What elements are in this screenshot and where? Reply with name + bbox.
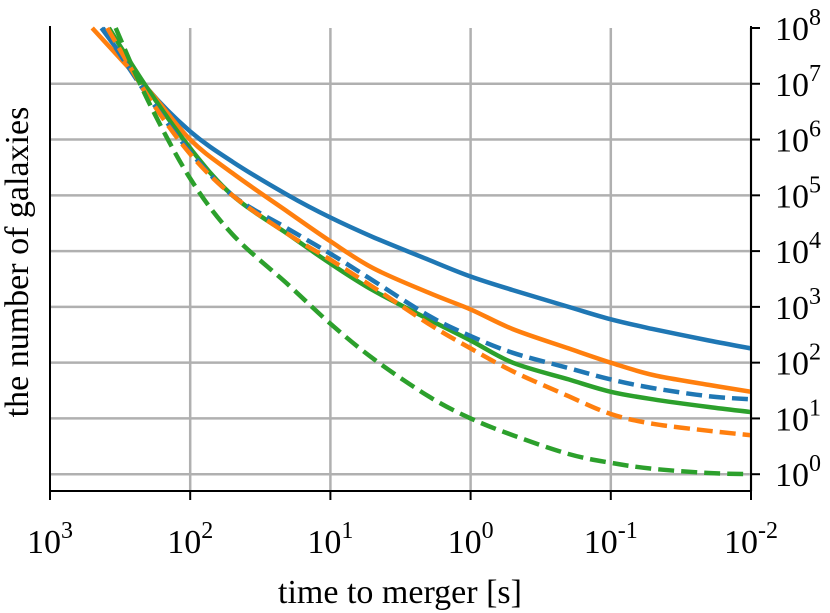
- x-tick-label: 102: [167, 518, 213, 561]
- y-tick-label: 106: [775, 117, 821, 160]
- x-tick-label: 101: [307, 518, 353, 561]
- tick-labels: 103 102 101 100 10-1 10-2 100 101 102 103 104 105 10…: [27, 5, 821, 561]
- axes: [49, 26, 760, 500]
- y-tick-label: 102: [775, 340, 821, 383]
- y-tick-label: 107: [775, 61, 821, 104]
- series-line-2: [90, 26, 751, 395]
- series-line-3: [107, 26, 751, 415]
- series-lines: [90, 26, 751, 477]
- series-line-1: [99, 26, 751, 351]
- y-tick-label: 105: [775, 172, 821, 215]
- x-tick-label: 10-2: [724, 518, 778, 561]
- x-tick-label: 100: [448, 518, 494, 561]
- x-tick-label: 103: [27, 518, 73, 561]
- y-tick-label: 103: [775, 284, 821, 327]
- y-axis-label: the number of galaxies: [0, 107, 36, 418]
- series-line-6: [113, 27, 751, 477]
- x-axis-label: time to merger [s]: [278, 574, 522, 611]
- x-tick-label: 10-1: [584, 518, 638, 561]
- y-tick-label: 108: [775, 5, 821, 48]
- series-line-5: [105, 26, 751, 438]
- y-tick-label: 100: [775, 451, 821, 494]
- y-tick-label: 101: [775, 395, 821, 438]
- y-tick-label: 104: [775, 228, 821, 271]
